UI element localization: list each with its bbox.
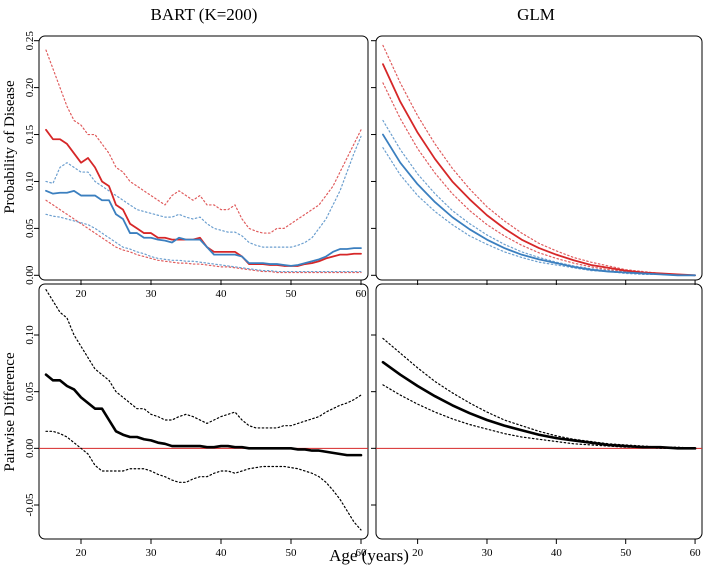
series-blue-dotted-line [382, 119, 696, 276]
x-tick-label: 60 [690, 547, 702, 559]
y-tick-label: 0.05 [24, 218, 36, 238]
panel-glm-difference: 20 30 40 50 60 [371, 283, 703, 559]
x-tick-label: 40 [216, 547, 228, 559]
series-red-dotted-line [382, 44, 696, 276]
series-blue-solid-line [382, 133, 696, 277]
x-tick-label: 50 [286, 547, 298, 559]
x-tick-label: 30 [146, 288, 158, 300]
series-red-solid-line [382, 63, 696, 277]
series-black-solid-line [44, 373, 363, 457]
y-tick-label: 0.00 [24, 438, 36, 458]
series-blue-solid-line [45, 189, 362, 267]
panel-frame [375, 283, 703, 540]
ylabel-pairwise-difference: Pairwise Difference [2, 352, 18, 472]
x-tick-label: 30 [146, 547, 158, 559]
x-tick-label: 60 [356, 547, 368, 559]
xlabel-age: Age (years) [329, 546, 409, 565]
x-tick-label: 50 [620, 547, 632, 559]
y-tick-label: 0.20 [24, 77, 36, 97]
x-tick-label: 30 [481, 547, 493, 559]
col-title-bart: BART (K=200) [151, 5, 258, 24]
x-tick-label: 40 [551, 547, 563, 559]
y-tick-label: 0.05 [24, 382, 36, 402]
panel-bart-probability: 20 30 40 50 60 0.00 0.05 0.10 0.15 0.20 0.25 [24, 31, 369, 300]
y-tick-label: 0.10 [24, 171, 36, 191]
series-blue-dotted-line [45, 135, 362, 248]
series-black-dotted-line [45, 289, 362, 429]
x-tick-label: 20 [412, 547, 424, 559]
panel-bart-difference: 20 30 40 50 60 -0.05 0.00 0.05 0.10 [24, 283, 369, 559]
series-red-solid-line [45, 128, 362, 267]
series-red-dotted-line [382, 82, 696, 276]
series-black-solid-line [381, 360, 697, 450]
series-red-dotted-line [45, 49, 362, 234]
x-tick-label: 60 [356, 288, 368, 300]
y-tick-label: 0.15 [24, 124, 36, 144]
y-tick-label: 0.00 [24, 265, 36, 285]
x-tick-label: 20 [76, 288, 88, 300]
panel-frame [38, 35, 369, 281]
series-blue-dotted-line [382, 147, 696, 276]
x-tick-label: 40 [216, 288, 228, 300]
panel-glm-probability [371, 35, 703, 285]
series-red-dotted-line [45, 199, 362, 274]
x-tick-label: 50 [286, 288, 298, 300]
col-title-glm: GLM [517, 5, 555, 24]
series-black-dotted-line [45, 430, 362, 531]
y-tick-label: 0.25 [24, 31, 36, 51]
series-blue-dotted-line [45, 213, 362, 273]
ylabel-probability: Probability of Disease [2, 80, 18, 214]
panel-frame [375, 35, 703, 281]
panel-frame [38, 283, 369, 540]
y-tick-label: -0.05 [24, 493, 36, 516]
x-tick-label: 20 [76, 547, 88, 559]
y-tick-label: 0.10 [24, 325, 36, 345]
